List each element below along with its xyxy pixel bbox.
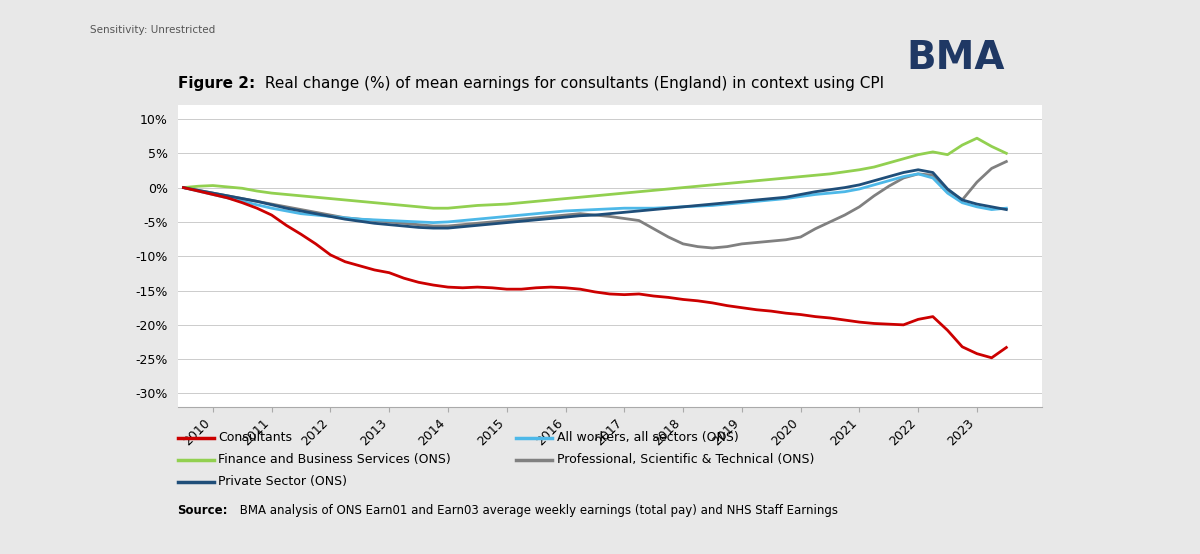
Text: Sensitivity: Unrestricted: Sensitivity: Unrestricted [90,25,215,35]
Text: Private Sector (ONS): Private Sector (ONS) [218,475,348,489]
Text: All workers, all sectors (ONS): All workers, all sectors (ONS) [557,431,738,444]
Text: Consultants: Consultants [218,431,293,444]
Text: BMA analysis of ONS Earn01 and Earn03 average weekly earnings (total pay) and NH: BMA analysis of ONS Earn01 and Earn03 av… [236,504,839,517]
Text: Professional, Scientific & Technical (ONS): Professional, Scientific & Technical (ON… [557,453,814,466]
Text: Figure 2:: Figure 2: [178,76,254,91]
Text: Source:: Source: [178,504,228,517]
Text: Finance and Business Services (ONS): Finance and Business Services (ONS) [218,453,451,466]
Text: Real change (%) of mean earnings for consultants (England) in context using CPI: Real change (%) of mean earnings for con… [260,76,884,91]
Text: BMA: BMA [906,39,1004,77]
